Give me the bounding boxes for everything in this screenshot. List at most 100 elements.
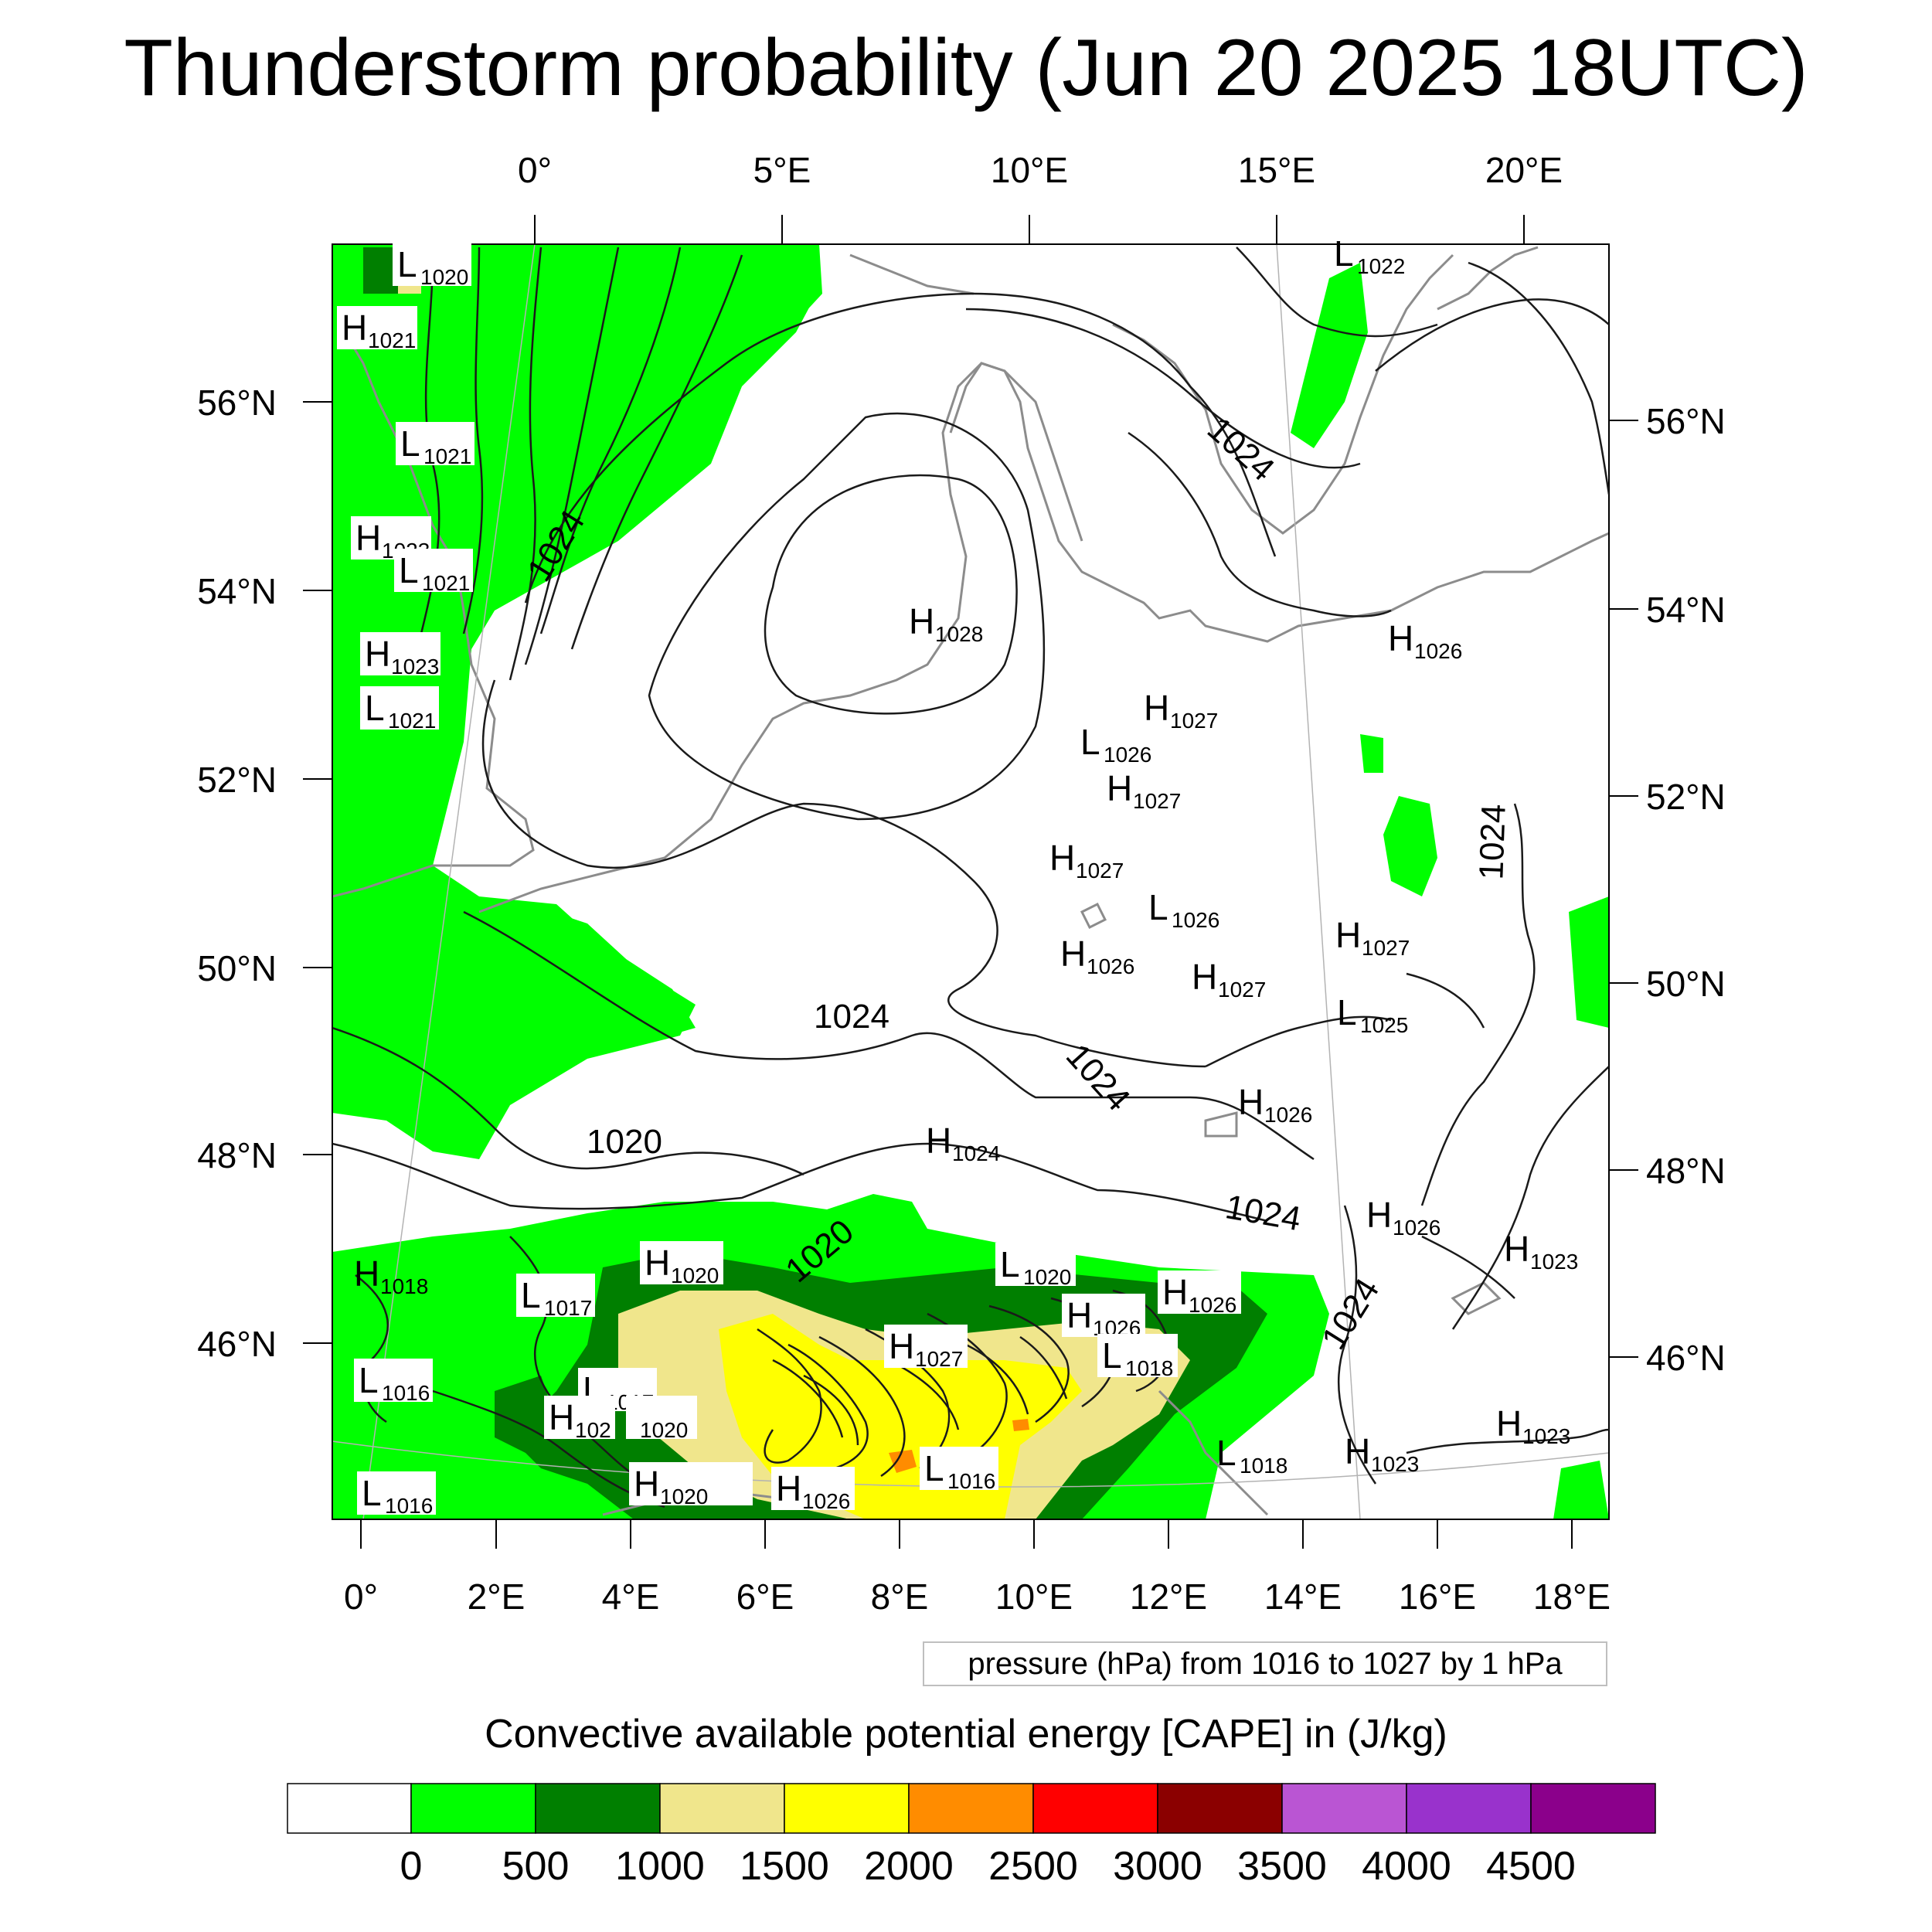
pressure-center-type: H xyxy=(365,634,390,674)
pressure-center: L 1025 xyxy=(1337,992,1408,1037)
isobar-label: 1024 xyxy=(814,998,889,1036)
lake-2 xyxy=(1080,902,1107,930)
pressure-center-type: H xyxy=(1066,1295,1092,1335)
coastline-sweden xyxy=(1112,253,1454,535)
legend-title: Convective available potential energy [C… xyxy=(485,1712,1447,1757)
bottom-lon-label: 12°E xyxy=(1130,1577,1207,1617)
pressure-center-type: L xyxy=(924,1448,944,1488)
meridian-0 xyxy=(362,243,536,1520)
isobar-11 xyxy=(1468,261,1609,495)
pressure-center-value: 102 xyxy=(575,1418,611,1442)
pressure-center-value: 1021 xyxy=(422,571,470,595)
pressure-center-value: 1026 xyxy=(1264,1103,1312,1127)
pressure-center-type: L xyxy=(1334,233,1354,274)
cape-orange xyxy=(889,1450,917,1473)
pressure-center-value: 1018 xyxy=(380,1274,428,1298)
coastline-adriatic xyxy=(1158,1389,1269,1516)
pressure-center-type: H xyxy=(926,1121,951,1161)
cape-area-north-france xyxy=(332,908,696,1159)
bottom-lon-label: 14°E xyxy=(1264,1577,1342,1617)
legend-label: 2500 xyxy=(988,1844,1078,1889)
isobar-ne-3 xyxy=(1421,1235,1515,1299)
pressure-center: L 1021 xyxy=(394,549,473,595)
pressure-center-value: 1024 xyxy=(952,1141,1000,1165)
pressure-center: H 1026 xyxy=(1366,1195,1440,1240)
legend-swatch xyxy=(287,1783,412,1834)
pressure-center-type: H xyxy=(1366,1195,1392,1235)
isobar-alps-13 xyxy=(1019,1335,1068,1400)
pressure-center: L 1018 xyxy=(1097,1334,1178,1380)
isobar-9 xyxy=(1236,247,1438,338)
pressure-center-type: H xyxy=(342,308,367,348)
pressure-center-value: 1026 xyxy=(1087,954,1134,978)
bottom-lon-label: 6°E xyxy=(736,1577,794,1617)
map-frame xyxy=(332,243,1610,1520)
left-lat-label: 48°N xyxy=(197,1135,277,1175)
pressure-center-type: H xyxy=(355,518,381,558)
bottom-lon-label: 10°E xyxy=(995,1577,1073,1617)
isobar-west-6 xyxy=(570,254,743,650)
legend-label: 2000 xyxy=(864,1844,954,1889)
legend-colorbar xyxy=(287,1783,1656,1834)
pressure-center: L 1026 xyxy=(1148,887,1219,932)
lake-3 xyxy=(1204,1111,1238,1138)
pressure-center-value: 1026 xyxy=(1189,1293,1236,1317)
pressure-center-value: 1026 xyxy=(1104,743,1151,767)
pressure-center-value: 1016 xyxy=(385,1494,433,1518)
pressure-center-type: L xyxy=(399,550,419,590)
pressure-center-value: 1027 xyxy=(1362,936,1410,960)
pressure-center-type: H xyxy=(1107,768,1132,808)
pressure-center-type: H xyxy=(1162,1272,1188,1312)
pressure-center-value: 1023 xyxy=(1522,1424,1570,1448)
pressure-center-type: H xyxy=(1144,688,1169,728)
pressure-center: H 1026 xyxy=(1062,1294,1145,1340)
bottom-lon-label: 4°E xyxy=(602,1577,660,1617)
top-lon-labels: 0° 5°E 10°E 15°E 20°E xyxy=(518,150,1563,190)
pressure-center-value: 1026 xyxy=(1172,908,1219,932)
pressure-center: H 102 xyxy=(544,1396,615,1442)
coastline-continent xyxy=(478,362,1609,913)
legend-label: 0 xyxy=(400,1844,423,1889)
pressure-center-value: 1020 xyxy=(1023,1265,1071,1289)
pressure-center: H 1026 xyxy=(1238,1082,1312,1127)
right-lat-label: 46°N xyxy=(1646,1338,1726,1378)
pressure-center-type: L xyxy=(359,1360,379,1400)
pressure-center-value: 1026 xyxy=(1414,639,1462,663)
bottom-lon-label: 8°E xyxy=(871,1577,929,1617)
pressure-center: H 1026 xyxy=(771,1467,855,1513)
pressure-center-value: 1020 xyxy=(420,265,468,289)
isobar-1 xyxy=(648,412,1046,821)
cape-area-east-edge xyxy=(1569,896,1609,1028)
right-lat-label: 56°N xyxy=(1646,401,1726,441)
legend-labels: 0 500 1000 1500 2000 2500 3000 3500 4000… xyxy=(400,1844,1576,1889)
isobar-5 xyxy=(332,1026,804,1176)
cape-area-west xyxy=(332,244,821,1144)
coastline-denmark xyxy=(949,362,1083,542)
cape-area-se xyxy=(1553,1461,1609,1519)
isobar-alps-1 xyxy=(757,1328,822,1464)
pressure-center-value: 1026 xyxy=(1393,1216,1440,1240)
pressure-center-value: 1027 xyxy=(1170,709,1218,733)
pressure-center-value: 1016 xyxy=(947,1469,995,1493)
pressure-center-type: H xyxy=(1345,1431,1370,1471)
pressure-center-type: L xyxy=(400,423,420,464)
pressure-center-value: 1017 xyxy=(544,1296,592,1320)
pressure-center-type: L xyxy=(1000,1244,1020,1284)
isobar-label: 1020 xyxy=(587,1123,662,1161)
legend-swatch xyxy=(1530,1783,1656,1834)
pressure-center-value: 1018 xyxy=(1125,1356,1173,1380)
left-lat-label: 52°N xyxy=(197,760,277,800)
isobar-10 xyxy=(1375,298,1609,372)
pressure-center-type: L xyxy=(1102,1335,1122,1376)
left-lat-labels: 56°N 54°N 52°N 50°N 48°N 46°N xyxy=(197,383,277,1364)
isobar-alps-10 xyxy=(803,1374,859,1446)
pressure-center: L 1021 xyxy=(360,686,439,733)
isobar-west-2 xyxy=(462,247,484,634)
pressure-center-type: H xyxy=(645,1243,670,1283)
bottom-lon-labels: 0° 2°E 4°E 6°E 8°E 10°E 12°E 14°E 16°E 1… xyxy=(344,1577,1611,1617)
right-lat-labels: 56°N 54°N 52°N 50°N 48°N 46°N xyxy=(1646,401,1726,1378)
isobar-alps-12 xyxy=(965,1343,1029,1415)
pressure-center-value: 1023 xyxy=(1371,1452,1419,1476)
